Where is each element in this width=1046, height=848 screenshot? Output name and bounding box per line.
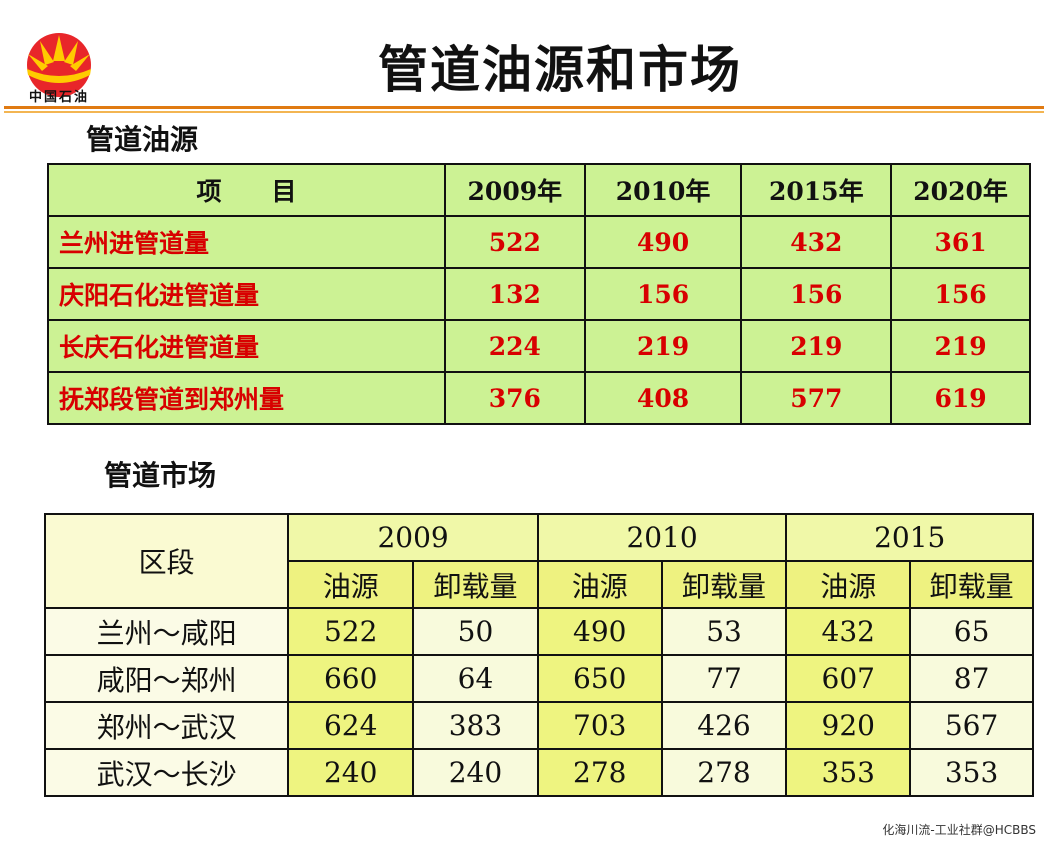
table-row: 抚郑段管道到郑州量 376 408 577 619 — [47, 371, 1031, 425]
cell-value: 490 — [536, 607, 663, 656]
cell-value: 156 — [583, 267, 743, 321]
cell-value: 703 — [536, 701, 663, 750]
table-header-row: 项 目 2009年 2010年 2015年 2020年 — [47, 163, 1031, 217]
cell-value: 64 — [412, 654, 539, 703]
cell-value: 353 — [909, 748, 1034, 797]
row-segment: 兰州～咸阳 — [43, 607, 290, 656]
logo-text: 中国石油 — [28, 90, 89, 105]
cell-value: 432 — [785, 607, 912, 656]
table-row: 咸阳～郑州 660 64 650 77 607 87 — [43, 654, 1034, 703]
cell-value: 361 — [890, 215, 1031, 269]
header-divider-secondary — [4, 111, 1044, 113]
cell-value: 53 — [660, 607, 788, 656]
cell-value: 224 — [443, 319, 586, 373]
header-item: 项 目 — [47, 163, 446, 217]
cell-value: 607 — [785, 654, 912, 703]
cell-value: 522 — [443, 215, 586, 269]
cell-value: 219 — [583, 319, 743, 373]
subheader-source: 油源 — [287, 560, 415, 609]
subheader-unload: 卸载量 — [909, 560, 1034, 609]
table-row: 武汉～长沙 240 240 278 278 353 353 — [43, 748, 1034, 797]
cell-value: 619 — [890, 371, 1031, 425]
cell-value: 156 — [890, 267, 1031, 321]
cnpc-logo-icon — [27, 33, 91, 97]
header-year: 2009 — [287, 513, 539, 562]
cell-value: 383 — [412, 701, 539, 750]
header-year: 2010年 — [583, 163, 743, 217]
footer-watermark: 化海川流-工业社群@HCBBS — [882, 823, 1036, 837]
page-title: 管道油源和市场 — [378, 40, 742, 99]
cell-value: 87 — [909, 654, 1034, 703]
cell-value: 426 — [660, 701, 788, 750]
table-row: 兰州进管道量 522 490 432 361 — [47, 215, 1031, 269]
cell-value: 219 — [740, 319, 893, 373]
cell-value: 650 — [536, 654, 663, 703]
cell-value: 660 — [287, 654, 415, 703]
cell-value: 240 — [412, 748, 539, 797]
section-heading-market: 管道市场 — [104, 459, 217, 492]
table-row: 兰州～咸阳 522 50 490 53 432 65 — [43, 607, 1034, 656]
row-label: 长庆石化进管道量 — [47, 319, 446, 373]
cell-value: 219 — [890, 319, 1031, 373]
cell-value: 408 — [583, 371, 743, 425]
row-label: 兰州进管道量 — [47, 215, 446, 269]
header-year: 2015 — [785, 513, 1034, 562]
section-heading-oil-source: 管道油源 — [86, 123, 199, 156]
row-segment: 武汉～长沙 — [43, 748, 290, 797]
cell-value: 490 — [583, 215, 743, 269]
table-row: 郑州～武汉 624 383 703 426 920 567 — [43, 701, 1034, 750]
header-divider — [4, 106, 1044, 109]
cell-value: 624 — [287, 701, 415, 750]
cell-value: 577 — [740, 371, 893, 425]
table-row: 长庆石化进管道量 224 219 219 219 — [47, 319, 1031, 373]
subheader-source: 油源 — [536, 560, 663, 609]
cell-value: 278 — [536, 748, 663, 797]
cell-value: 353 — [785, 748, 912, 797]
subheader-source: 油源 — [785, 560, 912, 609]
header-year: 2010 — [536, 513, 788, 562]
header-year: 2015年 — [740, 163, 893, 217]
cell-value: 522 — [287, 607, 415, 656]
cell-value: 920 — [785, 701, 912, 750]
oil-source-table: 项 目 2009年 2010年 2015年 2020年 兰州进管道量 522 4… — [47, 163, 1031, 425]
subheader-unload: 卸载量 — [412, 560, 539, 609]
table-subheader-row: 油源 卸载量 油源 卸载量 油源 卸载量 — [45, 560, 1034, 609]
cell-value: 376 — [443, 371, 586, 425]
cell-value: 240 — [287, 748, 415, 797]
header-year: 2009年 — [443, 163, 586, 217]
cell-value: 65 — [909, 607, 1034, 656]
cell-value: 156 — [740, 267, 893, 321]
row-label: 庆阳石化进管道量 — [47, 267, 446, 321]
table-row: 庆阳石化进管道量 132 156 156 156 — [47, 267, 1031, 321]
cell-value: 50 — [412, 607, 539, 656]
subheader-unload: 卸载量 — [660, 560, 788, 609]
table-header-row: 区段 2009 2010 2015 — [43, 513, 1034, 609]
market-table: 区段 2009 2010 2015 油源 卸载量 油源 卸载量 油源 卸载量 兰… — [43, 513, 1034, 797]
cell-value: 278 — [660, 748, 788, 797]
cell-value: 567 — [909, 701, 1034, 750]
header-segment: 区段 — [43, 513, 290, 609]
cell-value: 432 — [740, 215, 893, 269]
header-year: 2020年 — [890, 163, 1031, 217]
cell-value: 77 — [660, 654, 788, 703]
row-segment: 咸阳～郑州 — [43, 654, 290, 703]
row-label: 抚郑段管道到郑州量 — [47, 371, 446, 425]
cell-value: 132 — [443, 267, 586, 321]
row-segment: 郑州～武汉 — [43, 701, 290, 750]
